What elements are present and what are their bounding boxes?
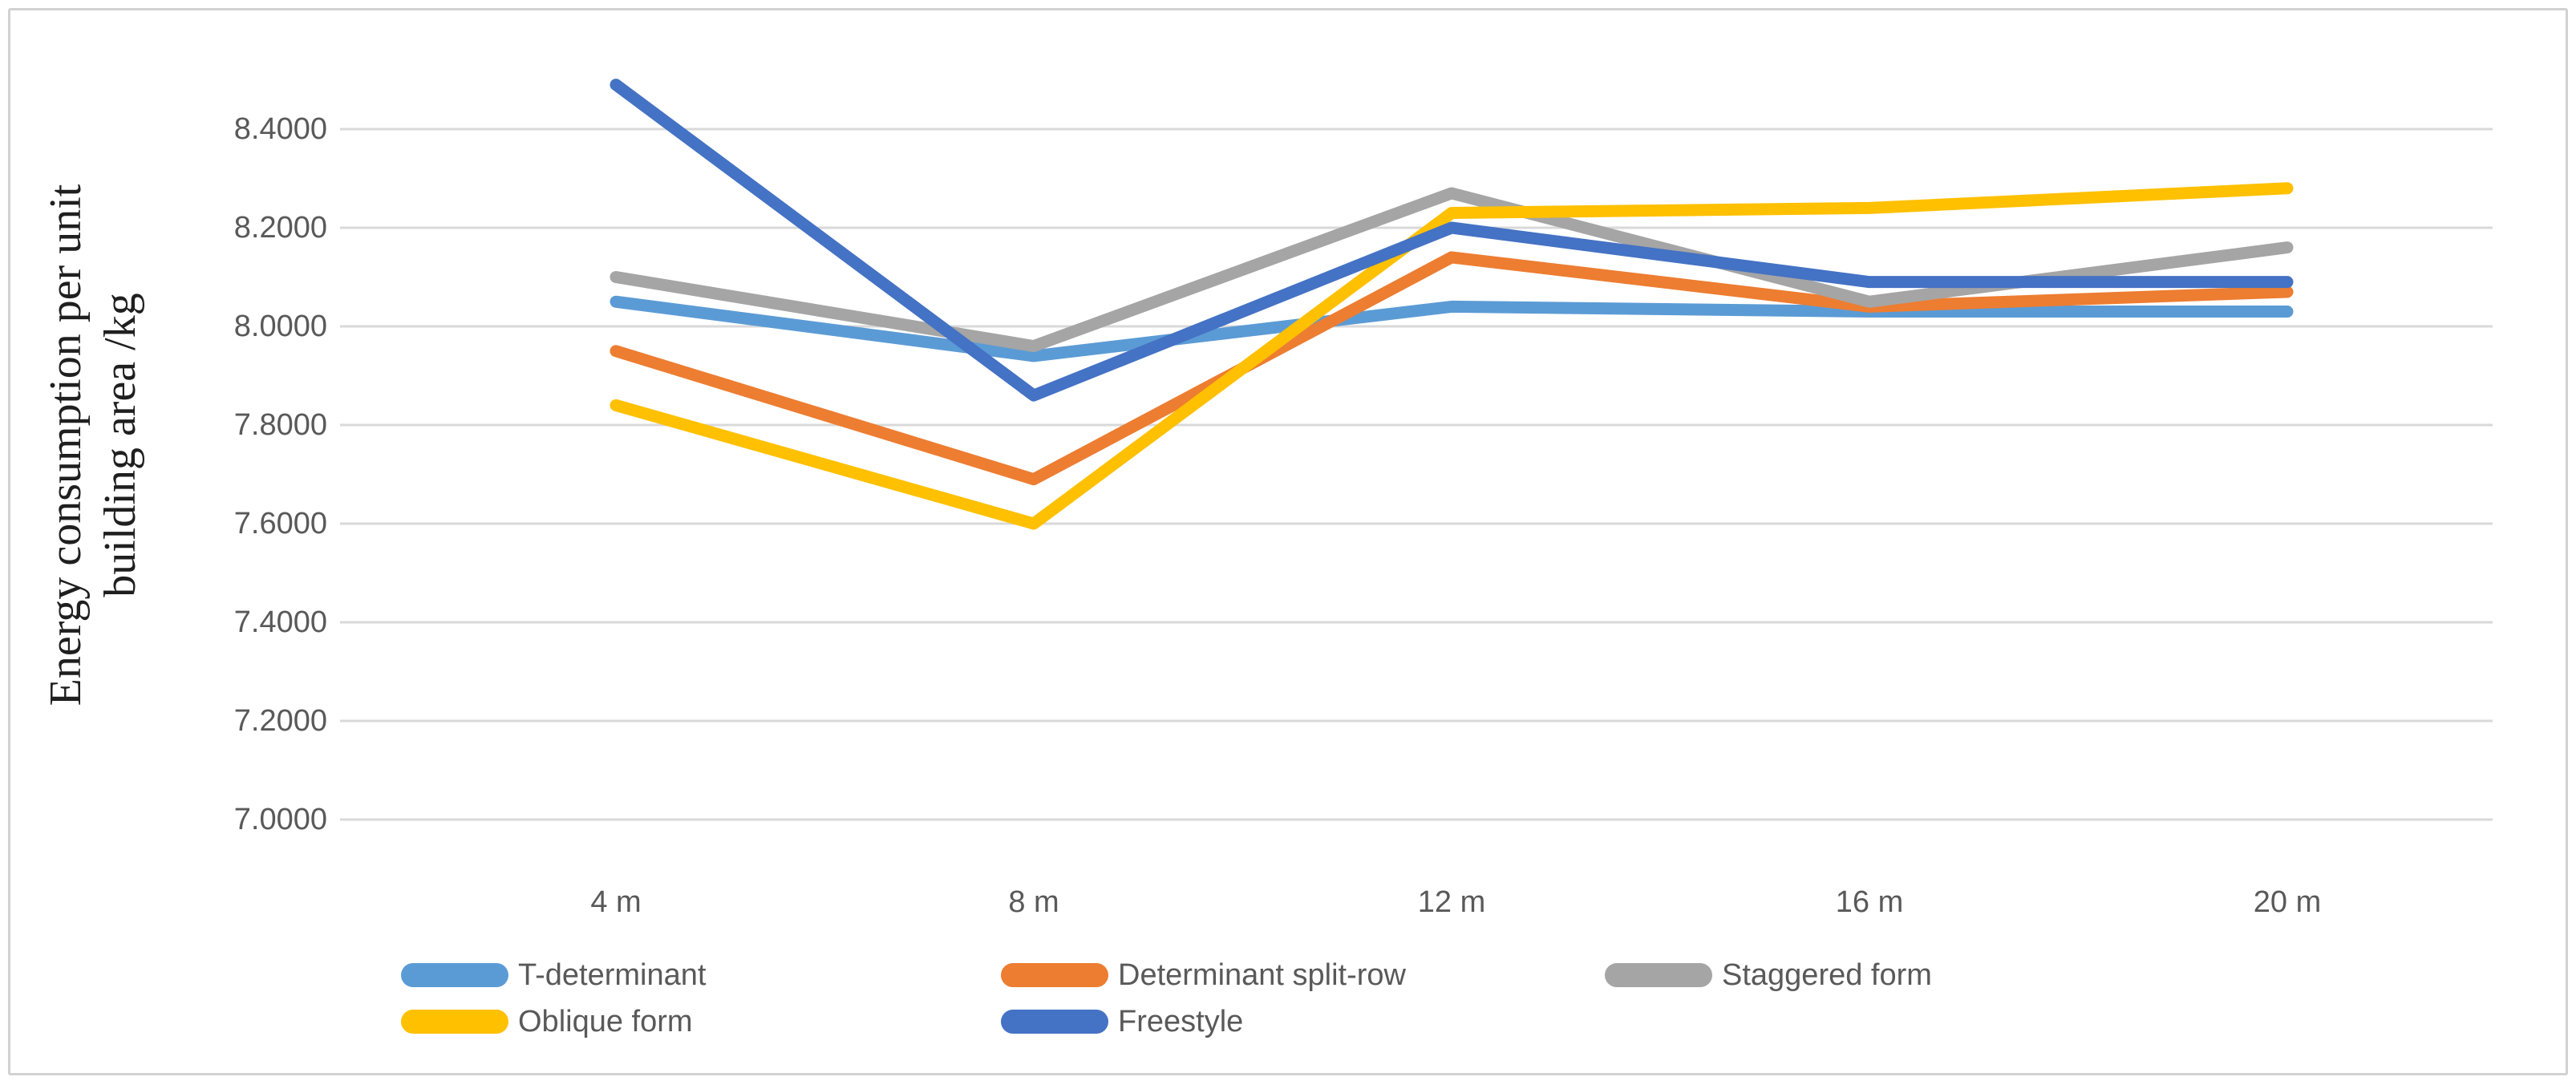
y-axis-tick-label: 7.2000 xyxy=(233,704,327,738)
legend-line-swatch xyxy=(401,1010,508,1034)
legend-item-freestyle: Freestyle xyxy=(1001,1002,1243,1041)
x-axis-category-label: 16 m xyxy=(1835,885,1904,919)
legend-item-staggered-form: Staggered form xyxy=(1605,956,1932,994)
legend-label: Freestyle xyxy=(1118,1005,1244,1038)
y-axis-title: Energy consumption per unit building are… xyxy=(38,48,159,842)
x-axis-category-label: 8 m xyxy=(1008,885,1059,919)
y-axis-title-line-1: Energy consumption per unit xyxy=(41,184,91,706)
series-line-t-determinant xyxy=(610,295,2294,362)
legend-line-swatch xyxy=(1605,963,1712,987)
y-axis-tick-label: 7.4000 xyxy=(233,605,327,639)
legend-label: Determinant split-row xyxy=(1118,958,1406,992)
series-line-oblique-form xyxy=(610,182,2294,530)
y-axis-tick-label: 8.2000 xyxy=(233,211,327,245)
legend-line-swatch xyxy=(1001,963,1108,987)
series-line-freestyle xyxy=(610,79,2294,402)
legend-item-determinant-split-row: Determinant split-row xyxy=(1001,956,1406,994)
legend-label: T-determinant xyxy=(518,958,707,992)
x-axis-category-label: 20 m xyxy=(2253,885,2322,919)
x-axis-category-label: 12 m xyxy=(1417,885,1486,919)
y-axis-tick-label: 8.0000 xyxy=(233,310,327,343)
y-axis-title-line-2: building area /kg xyxy=(95,293,146,597)
legend-item-oblique-form: Oblique form xyxy=(401,1002,693,1041)
x-axis-category-label: 4 m xyxy=(590,885,642,919)
legend-label: Staggered form xyxy=(1722,958,1932,992)
y-axis-tick-label: 7.6000 xyxy=(233,507,327,540)
series-line-determinant-split-row xyxy=(610,251,2294,486)
y-axis-tick-label: 7.0000 xyxy=(233,803,327,836)
y-axis-tick-label: 7.8000 xyxy=(233,408,327,442)
legend-item-t-determinant: T-determinant xyxy=(401,956,706,994)
legend-line-swatch xyxy=(1001,1010,1108,1034)
y-axis-tick-label: 8.4000 xyxy=(233,112,327,146)
legend-line-swatch xyxy=(401,963,508,987)
legend-label: Oblique form xyxy=(518,1005,693,1038)
